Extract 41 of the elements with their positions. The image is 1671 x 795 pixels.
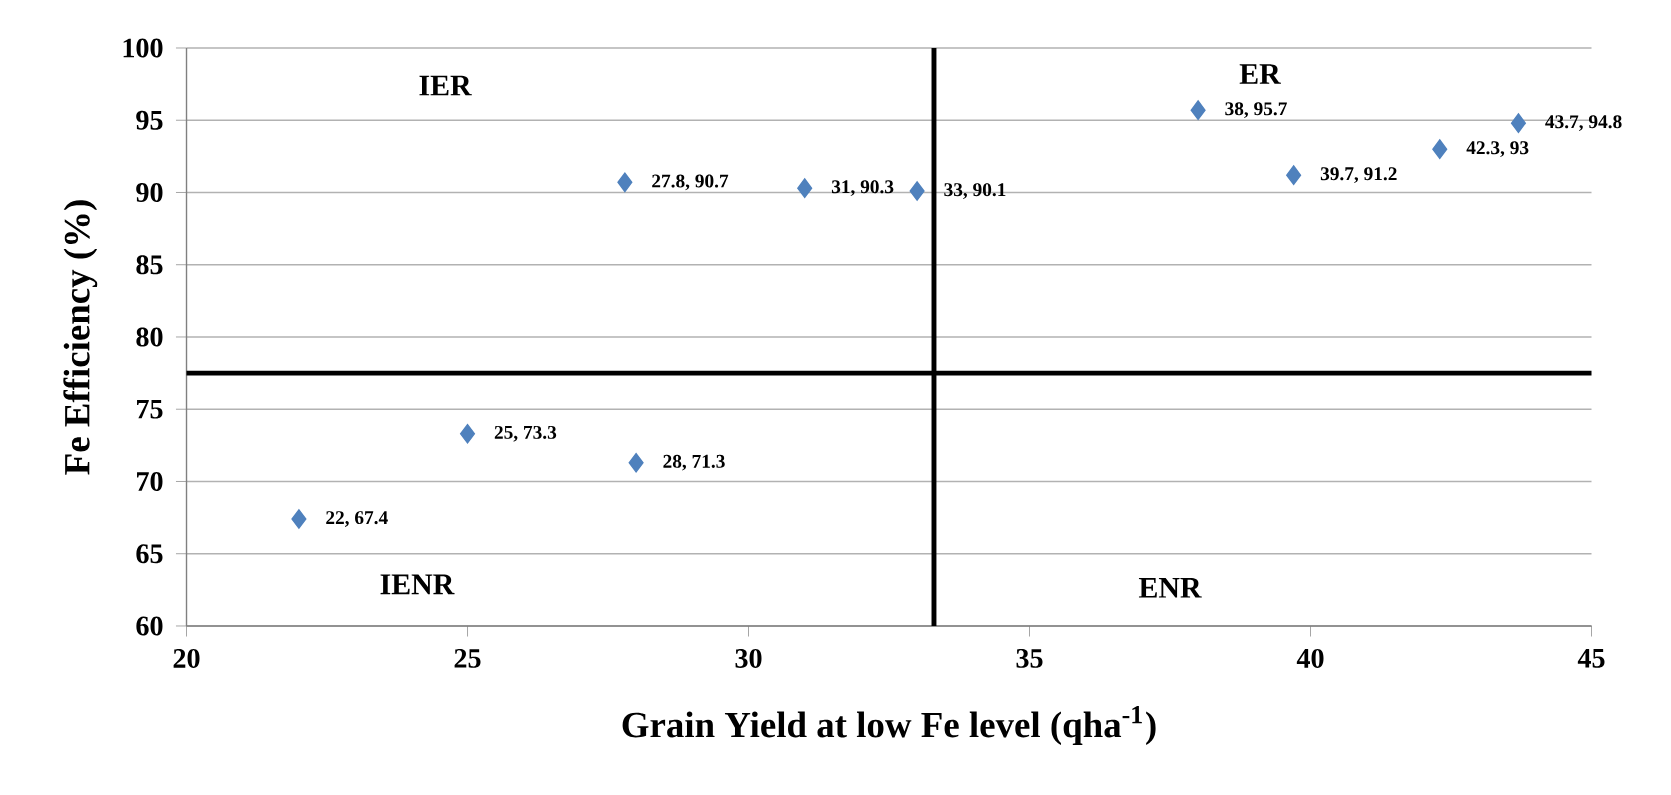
point	[291, 509, 307, 529]
point	[1190, 100, 1206, 120]
annotation: IER	[419, 75, 472, 96]
data-label: 22, 67.4	[326, 511, 388, 527]
point	[617, 172, 633, 193]
data-label: 28, 71.3	[663, 454, 725, 471]
y-tick-label: 70	[137, 472, 163, 491]
x-axis-title: Grain Yield at low Fe level (qha$^{-1}$)	[622, 706, 1156, 745]
point	[909, 181, 925, 201]
data-label: 42.3, 93	[1466, 141, 1529, 158]
data-label: 39.7, 91.2	[1320, 167, 1397, 184]
y-tick-label: 75	[137, 399, 163, 419]
y-tick-label: 95	[136, 110, 163, 130]
y-tick-label: 65	[136, 544, 163, 564]
annotation: ENR	[1138, 578, 1202, 598]
x-tick-label: 30	[735, 648, 762, 668]
data-label: 27.8, 90.7	[652, 174, 729, 191]
y-axis-title: Fe Efficiency (%)	[63, 200, 98, 475]
x-tick-label: 40	[1296, 648, 1324, 668]
y-tick-label: 100	[123, 38, 163, 58]
x-tick-label: 35	[1016, 648, 1043, 668]
data-label: 31, 90.3	[831, 180, 894, 197]
data-label: 43.7, 94.8	[1545, 115, 1622, 132]
point	[1510, 113, 1526, 133]
y-tick-label: 90	[136, 183, 163, 202]
data-label: 38, 95.7	[1225, 102, 1287, 119]
x-tick-label: 25	[454, 648, 481, 668]
point	[459, 423, 476, 444]
y-tick-label: 60	[136, 616, 163, 636]
data-label: 33, 90.1	[944, 183, 1006, 199]
point	[628, 452, 644, 473]
point	[1432, 139, 1448, 159]
point	[1286, 165, 1302, 186]
y-tick-label: 80	[136, 327, 163, 347]
data-label: 25, 73.3	[494, 425, 557, 442]
y-tick-label: 85	[136, 255, 163, 275]
annotation: ER	[1239, 64, 1281, 84]
point	[797, 178, 813, 199]
x-tick-label: 45	[1577, 648, 1605, 668]
x-tick-label: 20	[173, 648, 200, 668]
annotation: IENR	[380, 574, 455, 595]
